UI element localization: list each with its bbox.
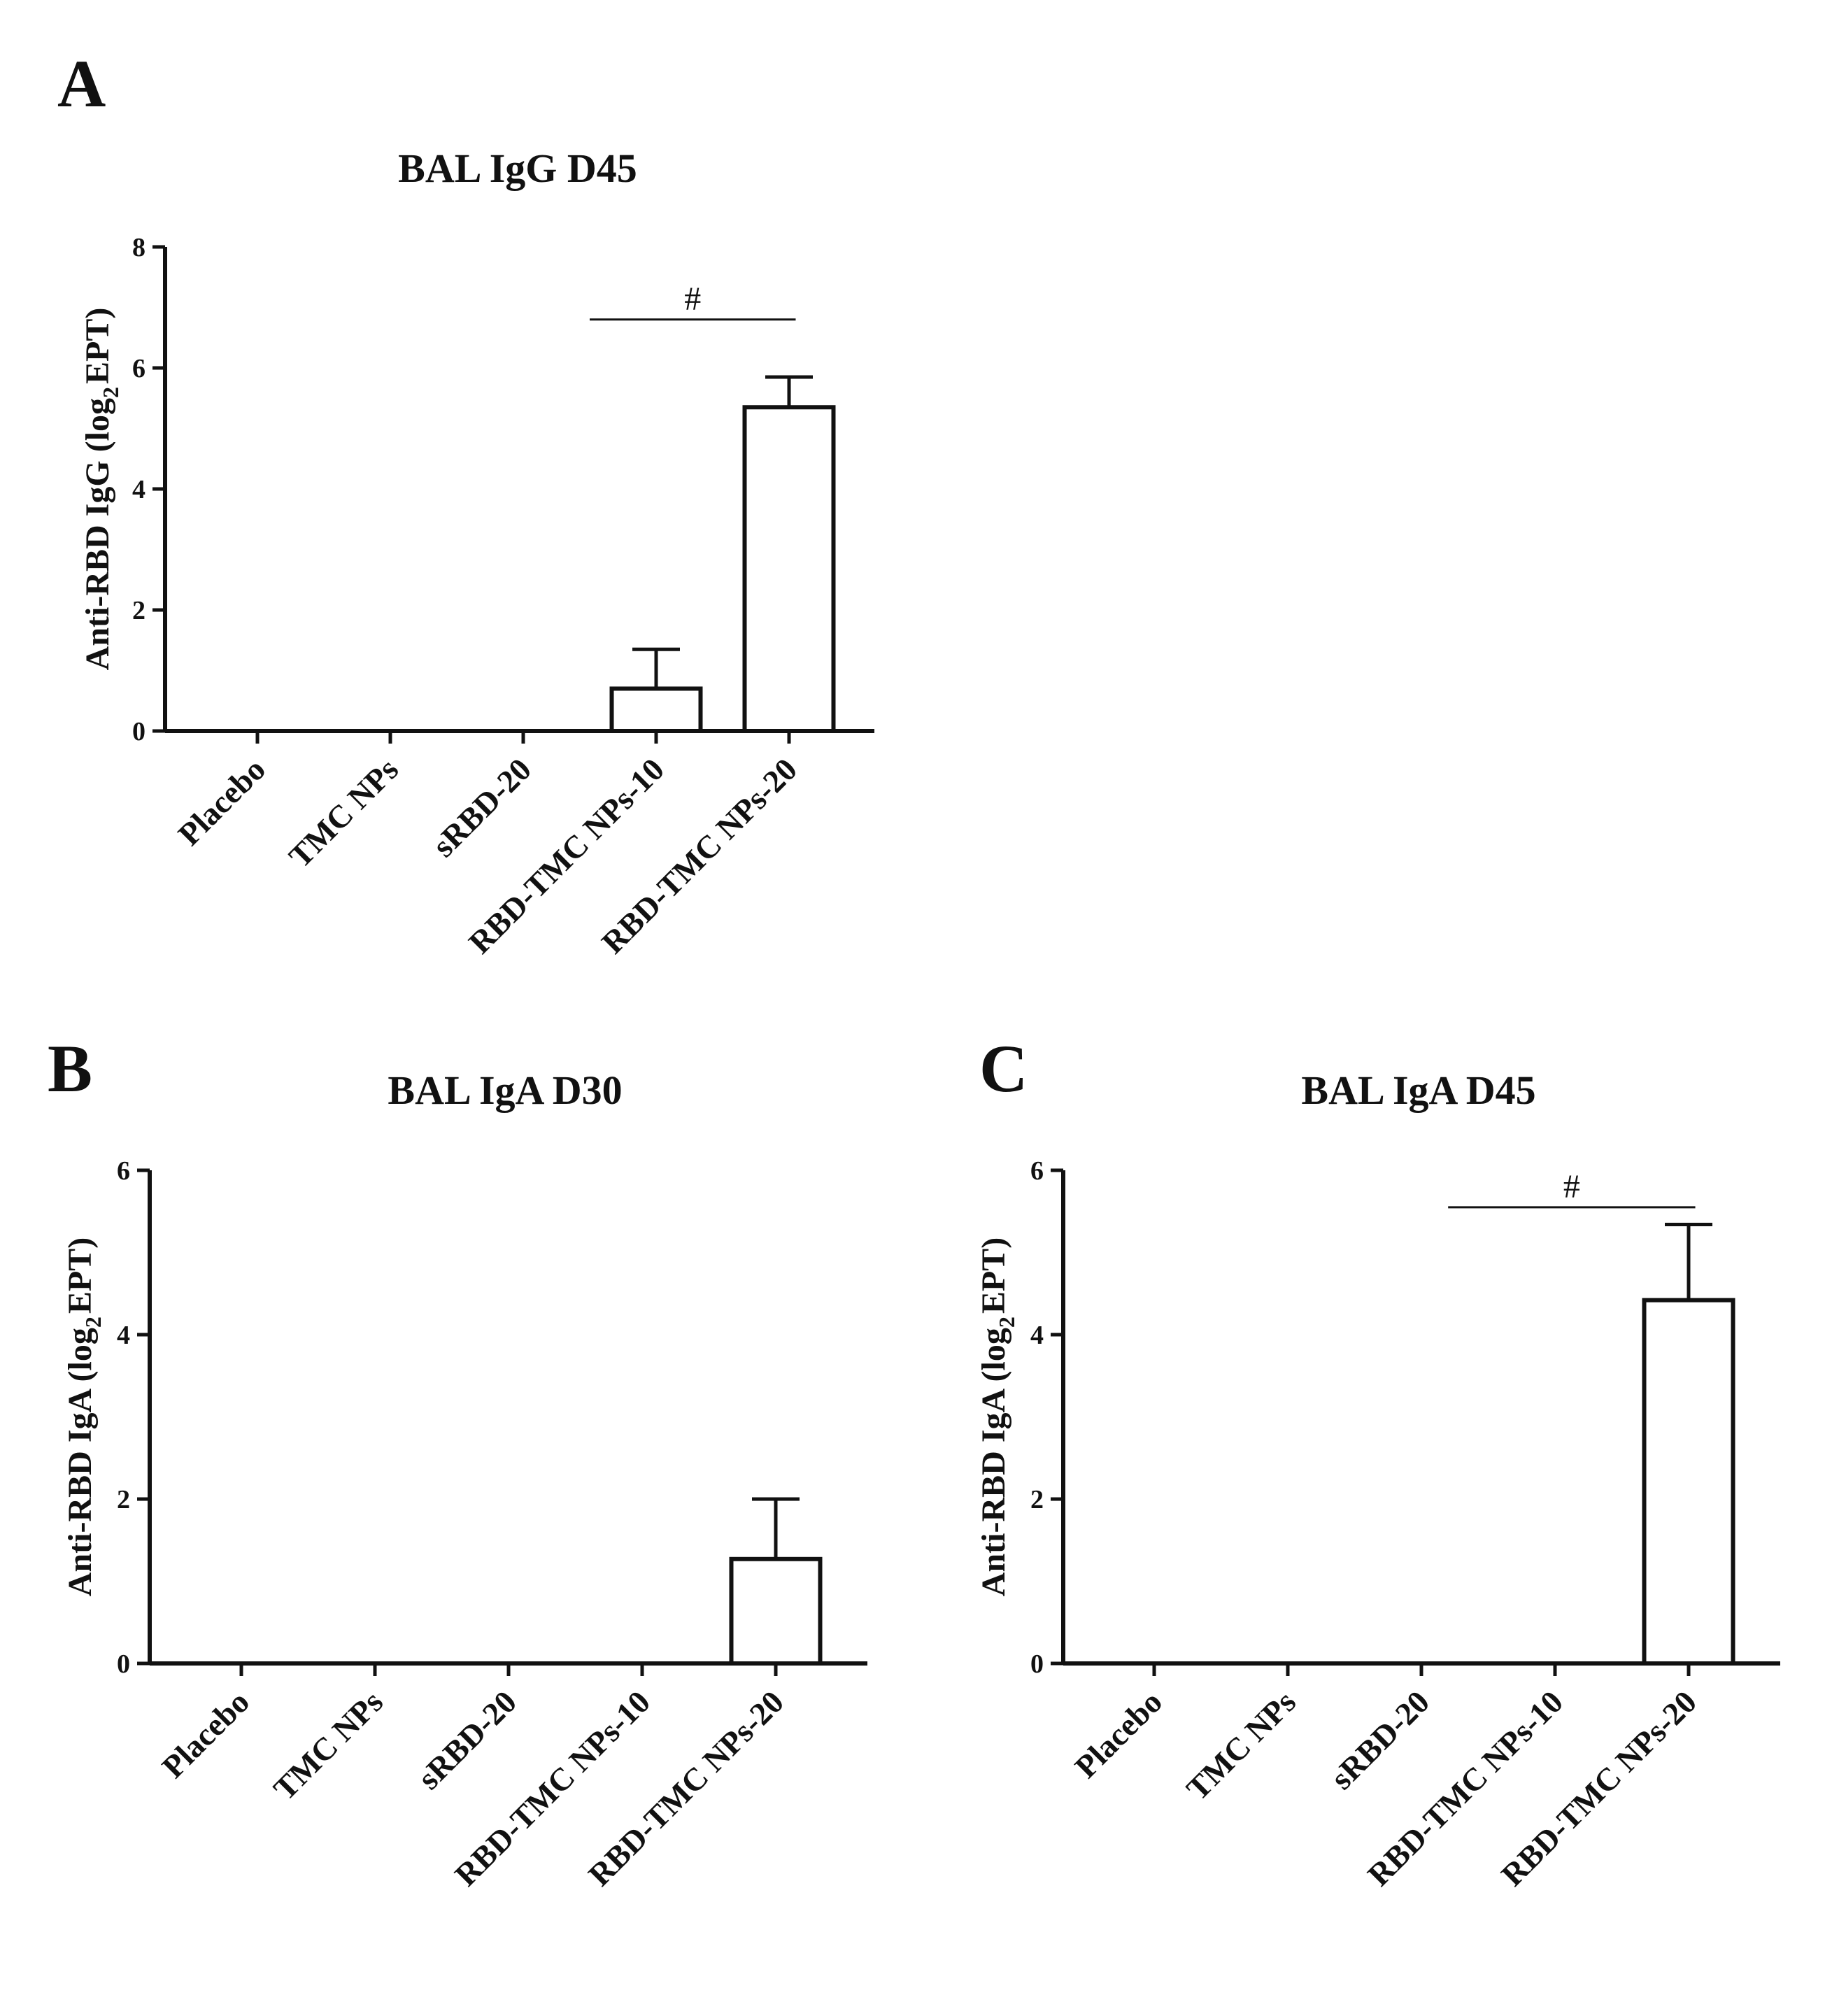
y-tick-label: 0 (117, 1649, 130, 1679)
y-axis-label-subscript: 2 (80, 1316, 106, 1328)
category-label: sRBD-20 (425, 751, 538, 864)
significance-label: # (684, 281, 701, 318)
y-axis-label-subscript: 2 (994, 1316, 1019, 1328)
y-tick-label: 6 (132, 354, 145, 383)
y-tick-label: 6 (117, 1156, 130, 1186)
y-axis-label-tail: EPT) (975, 1237, 1012, 1314)
y-tick-label: 2 (132, 596, 145, 625)
panel-letter: C (979, 1031, 1028, 1106)
category-label: TMC NPs (267, 1684, 390, 1807)
y-tick-label: 0 (1030, 1649, 1044, 1679)
panel-letter: A (57, 46, 106, 121)
y-tick-label: 4 (1030, 1321, 1044, 1350)
y-tick-label: 2 (1030, 1485, 1044, 1514)
y-axis-label-tail: EPT) (79, 308, 116, 384)
significance-label: # (1563, 1168, 1580, 1205)
panel-letter: B (48, 1031, 92, 1106)
y-axis-label: Anti-RBD IgA (log2 EPT) (975, 1237, 1019, 1596)
chart-title: BAL IgG D45 (398, 145, 637, 191)
y-axis-label-subscript: 2 (98, 387, 123, 398)
bar (609, 686, 703, 734)
bar (729, 1556, 823, 1666)
bar (1642, 1298, 1735, 1666)
category-label: sRBD-20 (411, 1684, 523, 1796)
y-axis-label-main: Anti-RBD IgG (log (79, 398, 116, 670)
chart-title: BAL IgA D45 (1301, 1067, 1535, 1113)
category-label: sRBD-20 (1323, 1684, 1436, 1796)
category-label: Placebo (171, 751, 272, 852)
y-tick-label: 6 (1030, 1156, 1044, 1186)
y-axis-label-tail: EPT) (62, 1237, 99, 1314)
y-axis-label-main: Anti-RBD IgA (log (62, 1328, 99, 1596)
bar (742, 405, 836, 733)
category-label: Placebo (155, 1684, 256, 1784)
y-tick-label: 4 (132, 475, 145, 504)
y-tick-label: 8 (132, 233, 145, 262)
category-label: TMC NPs (282, 751, 405, 874)
chart-title: BAL IgA D30 (388, 1067, 622, 1113)
category-label: Placebo (1068, 1684, 1169, 1784)
y-tick-label: 0 (132, 717, 145, 746)
y-tick-label: 4 (117, 1321, 130, 1350)
y-axis-label-main: Anti-RBD IgA (log (975, 1328, 1012, 1596)
category-label: TMC NPs (1179, 1684, 1302, 1807)
y-axis-label: Anti-RBD IgG (log2 EPT) (79, 308, 123, 671)
y-axis-label: Anti-RBD IgA (log2 EPT) (62, 1237, 106, 1596)
y-tick-label: 2 (117, 1485, 130, 1514)
